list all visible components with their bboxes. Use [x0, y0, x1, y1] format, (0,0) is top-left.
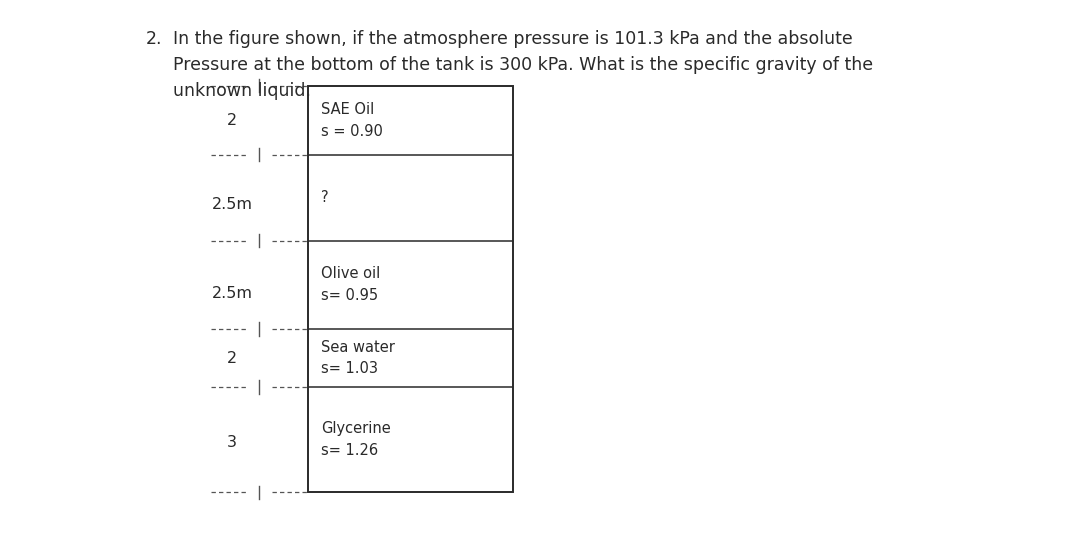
- Text: SAE Oil
s = 0.90: SAE Oil s = 0.90: [321, 102, 382, 139]
- Text: 2: 2: [227, 351, 238, 366]
- Text: Sea water
s= 1.03: Sea water s= 1.03: [321, 340, 394, 377]
- Text: Glycerine
s= 1.26: Glycerine s= 1.26: [321, 421, 391, 458]
- Text: 2.5m: 2.5m: [212, 285, 253, 301]
- Bar: [308, 86, 513, 492]
- Text: 2.5m: 2.5m: [212, 197, 253, 212]
- Text: Olive oil
s= 0.95: Olive oil s= 0.95: [321, 267, 380, 303]
- Text: 3: 3: [227, 435, 238, 450]
- Text: ?: ?: [321, 190, 328, 205]
- Text: 2: 2: [227, 113, 238, 128]
- Text: In the figure shown, if the atmosphere pressure is 101.3 kPa and the absolute
Pr: In the figure shown, if the atmosphere p…: [173, 30, 873, 100]
- Text: 2.: 2.: [146, 30, 162, 49]
